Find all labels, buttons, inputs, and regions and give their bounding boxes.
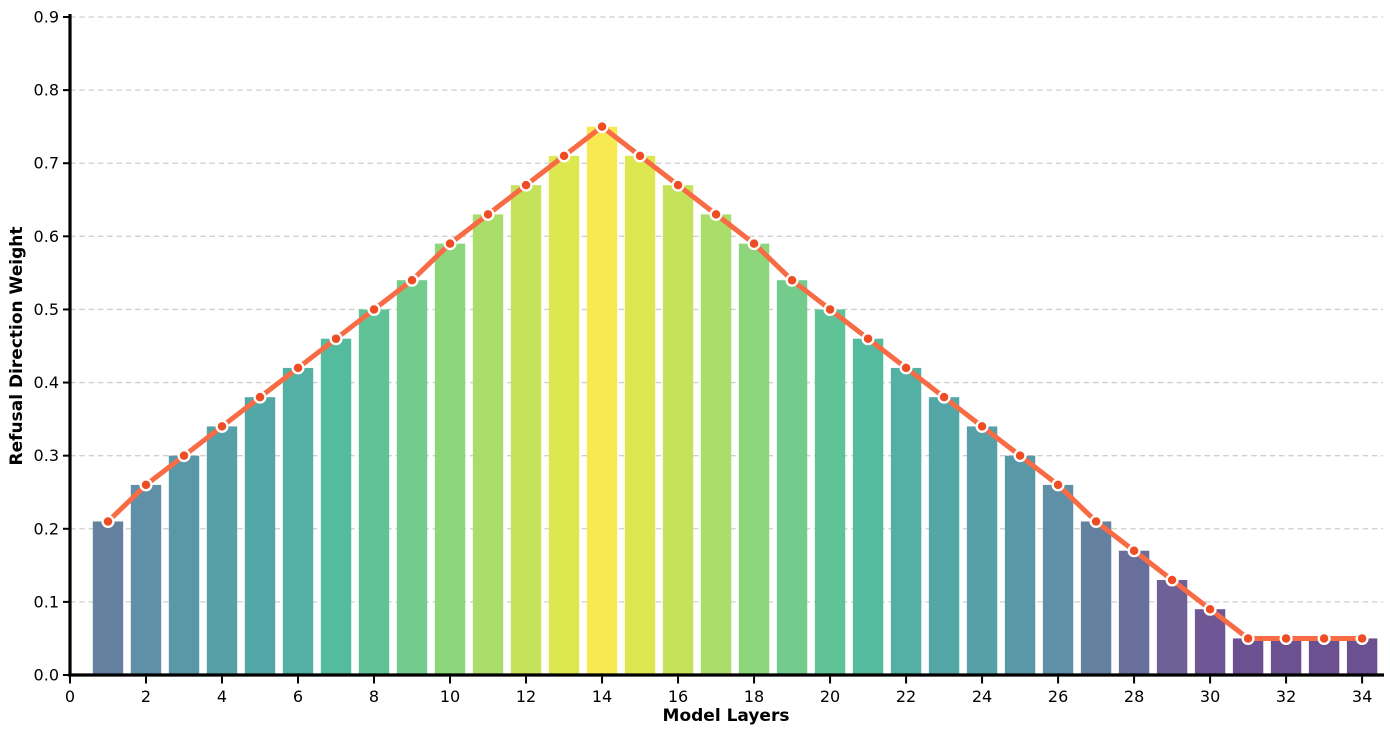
bar-layer-22 bbox=[890, 367, 922, 676]
data-point-layer-2 bbox=[139, 478, 153, 492]
data-point-layer-22 bbox=[899, 361, 913, 375]
y-tick-label: 0.3 bbox=[34, 446, 59, 465]
data-point-layer-30 bbox=[1203, 602, 1217, 616]
x-tick-label: 18 bbox=[744, 687, 764, 706]
data-point-layer-25 bbox=[1013, 449, 1027, 463]
data-point-layer-3 bbox=[177, 449, 191, 463]
data-point-layer-21 bbox=[861, 332, 875, 346]
x-tick-label: 26 bbox=[1048, 687, 1068, 706]
data-point-layer-32 bbox=[1279, 631, 1293, 645]
x-tick-label: 10 bbox=[440, 687, 460, 706]
x-tick-label: 0 bbox=[65, 687, 75, 706]
data-point-layer-19 bbox=[785, 273, 799, 287]
y-axis-title: Refusal Direction Weight bbox=[7, 226, 27, 466]
bar-layer-13 bbox=[548, 155, 580, 676]
bar-layer-28 bbox=[1118, 550, 1150, 676]
bar-layer-24 bbox=[966, 426, 998, 676]
data-point-layer-17 bbox=[709, 207, 723, 221]
x-tick-label: 28 bbox=[1124, 687, 1144, 706]
data-point-layer-34 bbox=[1355, 631, 1369, 645]
bar-layer-8 bbox=[358, 309, 390, 676]
data-point-layer-12 bbox=[519, 178, 533, 192]
bar-layer-11 bbox=[472, 214, 504, 676]
bar-layer-1 bbox=[92, 521, 124, 676]
bar-layer-2 bbox=[130, 484, 162, 676]
x-axis-title: Model Layers bbox=[662, 706, 790, 726]
data-point-layer-24 bbox=[975, 419, 989, 433]
bar-layer-15 bbox=[624, 155, 656, 676]
y-tick-label: 0.5 bbox=[34, 300, 59, 319]
data-point-layer-14 bbox=[595, 120, 609, 134]
data-point-layer-5 bbox=[253, 390, 267, 404]
x-tick-label: 34 bbox=[1352, 687, 1372, 706]
data-point-layer-7 bbox=[329, 332, 343, 346]
data-point-layer-9 bbox=[405, 273, 419, 287]
data-point-layer-29 bbox=[1165, 573, 1179, 587]
y-tick-label: 0.9 bbox=[34, 8, 59, 27]
data-point-layer-13 bbox=[557, 149, 571, 163]
bar-layer-17 bbox=[700, 214, 732, 676]
x-tick-label: 16 bbox=[668, 687, 688, 706]
bar-layer-14 bbox=[586, 126, 618, 677]
data-point-layer-33 bbox=[1317, 631, 1331, 645]
bar-layer-26 bbox=[1042, 484, 1074, 676]
x-tick-label: 4 bbox=[217, 687, 227, 706]
x-tick-label: 20 bbox=[820, 687, 840, 706]
data-point-layer-27 bbox=[1089, 514, 1103, 529]
bar-layer-16 bbox=[662, 185, 694, 676]
bar-layer-20 bbox=[814, 309, 846, 676]
data-point-layer-31 bbox=[1241, 631, 1255, 645]
bar-layer-18 bbox=[738, 243, 770, 676]
data-point-layer-10 bbox=[443, 237, 457, 251]
x-tick-label: 12 bbox=[516, 687, 536, 706]
y-tick-label: 0.0 bbox=[34, 666, 59, 685]
data-point-layer-6 bbox=[291, 361, 305, 375]
y-tick-label: 0.4 bbox=[34, 373, 59, 392]
data-point-layer-8 bbox=[367, 302, 381, 316]
bar-layer-7 bbox=[320, 338, 352, 676]
y-tick-label: 0.8 bbox=[34, 81, 59, 100]
data-point-layer-16 bbox=[671, 178, 685, 192]
bar-layer-4 bbox=[206, 426, 238, 676]
bar-layer-21 bbox=[852, 338, 884, 676]
x-tick-label: 2 bbox=[141, 687, 151, 706]
trend-line bbox=[105, 124, 1365, 641]
y-tick-label: 0.6 bbox=[34, 227, 59, 246]
data-point-layer-18 bbox=[747, 237, 761, 251]
bar-layer-3 bbox=[168, 455, 200, 676]
data-point-layer-20 bbox=[823, 302, 837, 316]
bar-layer-29 bbox=[1156, 579, 1188, 676]
bar-layer-9 bbox=[396, 280, 428, 676]
bar-layer-5 bbox=[244, 397, 276, 676]
data-point-layer-26 bbox=[1051, 478, 1065, 492]
bar-layer-10 bbox=[434, 243, 466, 676]
bar-layer-25 bbox=[1004, 455, 1036, 676]
data-point-layer-15 bbox=[633, 149, 647, 163]
bar-layer-27 bbox=[1080, 521, 1112, 676]
y-tick-label: 0.7 bbox=[34, 154, 59, 173]
data-point-layer-4 bbox=[215, 419, 229, 433]
x-tick-label: 6 bbox=[293, 687, 303, 706]
x-tick-label: 14 bbox=[592, 687, 612, 706]
bar-layer-6 bbox=[282, 367, 314, 676]
data-point-layer-1 bbox=[101, 514, 115, 529]
x-tick-label: 22 bbox=[896, 687, 916, 706]
data-point-layer-28 bbox=[1127, 544, 1141, 558]
y-tick-label: 0.1 bbox=[34, 592, 59, 611]
x-tick-label: 24 bbox=[972, 687, 992, 706]
bar-layer-12 bbox=[510, 185, 542, 676]
x-tick-label: 32 bbox=[1276, 687, 1296, 706]
bar-layer-19 bbox=[776, 280, 808, 676]
data-point-layer-23 bbox=[937, 390, 951, 404]
data-point-layer-11 bbox=[481, 207, 495, 221]
x-tick-label: 8 bbox=[369, 687, 379, 706]
bar-layer-23 bbox=[928, 397, 960, 676]
bar-layer-30 bbox=[1194, 609, 1226, 676]
x-tick-label: 30 bbox=[1200, 687, 1220, 706]
y-tick-label: 0.2 bbox=[34, 519, 59, 538]
